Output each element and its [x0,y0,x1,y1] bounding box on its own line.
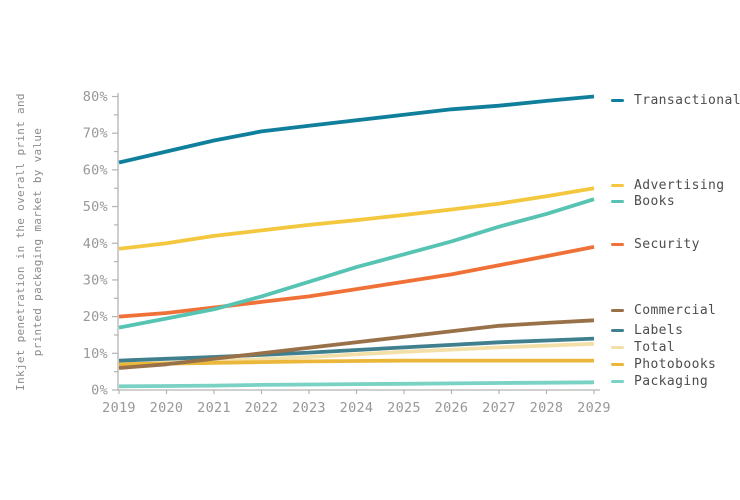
x-tick-label: 2023 [292,400,326,416]
series-line-commercial [118,318,595,370]
x-tick-label: 2028 [530,400,564,416]
series-line-labels [118,336,595,363]
series-line-photobooks [118,358,594,367]
series-line-security [118,245,595,319]
y-tick-label: 0% [91,383,108,399]
x-tick-label: 2024 [340,400,374,416]
series-line-transactional [118,94,595,165]
x-tick-label: 2020 [150,400,184,416]
x-tick-label: 2019 [102,400,136,416]
series-line-advertising [118,186,595,251]
x-tick-label: 2026 [435,400,469,416]
y-tick-label: 30% [83,272,108,288]
x-tick-label: 2025 [387,400,421,416]
x-tick-label: 2021 [197,400,231,416]
y-tick-label: 10% [83,346,108,362]
x-tick-label: 2022 [245,400,279,416]
y-tick-label: 50% [83,199,108,215]
series-line-books [118,197,595,330]
y-tick-label: 40% [83,236,108,252]
y-tick-label: 20% [83,309,108,325]
y-tick-label: 80% [83,89,108,105]
y-tick-label: 60% [83,162,108,178]
series-line-packaging [118,380,595,389]
y-tick-label: 70% [83,126,108,142]
axes: 0% 10% 20% 30% 40% 50% 60% 70% 80% 2019 2020 2021 20… [83,89,611,416]
x-tick-label: 2027 [482,400,516,416]
x-tick-label: 2029 [577,400,611,416]
